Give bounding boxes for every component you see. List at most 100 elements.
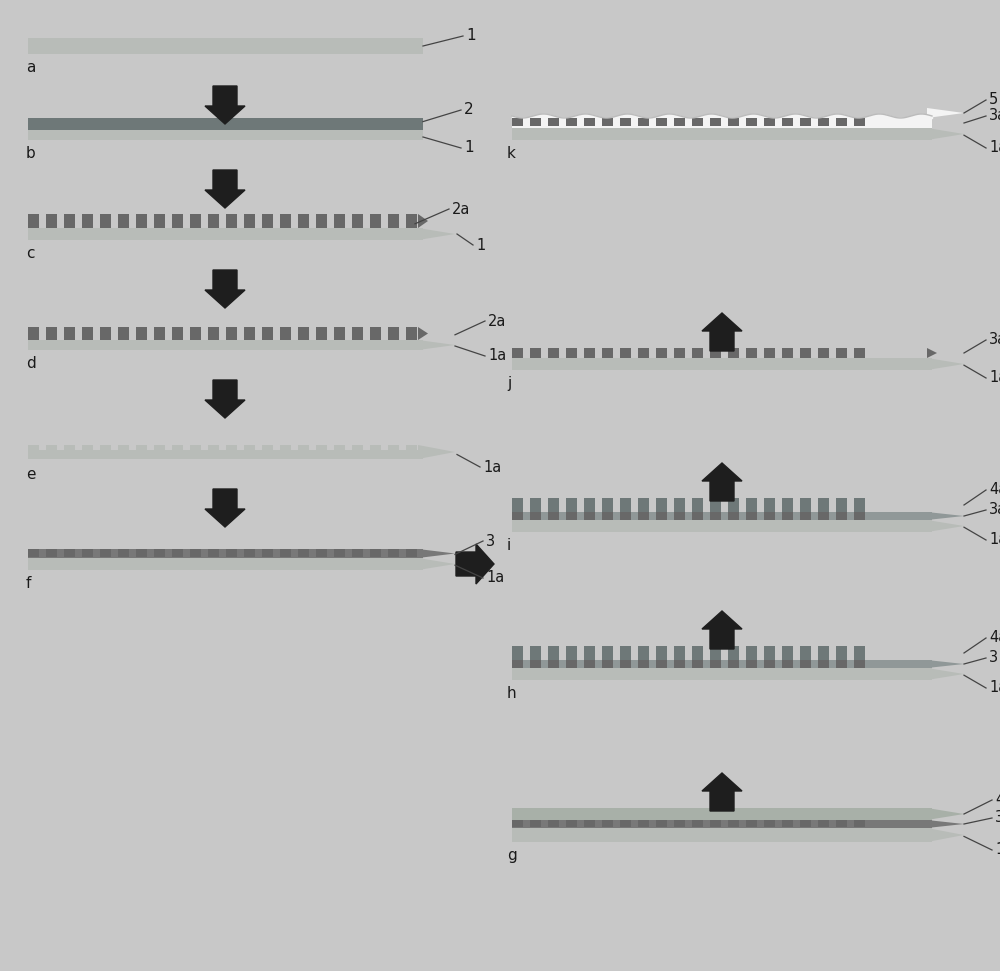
Bar	[836, 820, 847, 827]
Text: 4a: 4a	[989, 483, 1000, 497]
Bar	[800, 118, 811, 126]
Polygon shape	[927, 820, 964, 828]
Bar	[728, 660, 739, 668]
Bar	[548, 118, 559, 126]
Bar	[602, 118, 613, 126]
Bar	[262, 214, 273, 228]
Bar	[854, 348, 865, 358]
Bar	[818, 820, 829, 827]
Polygon shape	[418, 445, 455, 459]
Text: 2a: 2a	[488, 314, 506, 328]
Bar	[172, 327, 183, 340]
Text: i: i	[507, 538, 511, 553]
Bar	[692, 118, 703, 126]
Bar	[548, 498, 559, 512]
Bar	[584, 512, 595, 520]
Bar	[710, 646, 721, 660]
Bar	[710, 498, 721, 512]
Text: 4: 4	[995, 792, 1000, 808]
Polygon shape	[418, 228, 455, 240]
Bar	[154, 445, 165, 450]
Bar	[782, 820, 793, 827]
Bar	[82, 214, 93, 228]
Bar	[656, 498, 667, 512]
Bar	[602, 498, 613, 512]
Bar	[566, 660, 577, 668]
Bar	[746, 118, 757, 128]
Bar	[512, 498, 523, 512]
Bar	[836, 348, 847, 358]
Polygon shape	[927, 660, 964, 668]
Text: 1a: 1a	[995, 843, 1000, 857]
Text: 2: 2	[464, 103, 474, 117]
Text: f: f	[26, 576, 31, 591]
Bar	[692, 512, 703, 520]
Bar	[656, 660, 667, 668]
Bar	[370, 327, 381, 340]
Text: 1: 1	[466, 28, 476, 44]
Text: 1a: 1a	[488, 349, 506, 363]
Bar	[530, 512, 541, 520]
Bar	[512, 808, 932, 820]
Bar	[28, 445, 39, 450]
Bar	[388, 214, 399, 228]
Bar	[566, 512, 577, 520]
Bar	[656, 118, 667, 126]
Bar	[818, 118, 829, 128]
Bar	[154, 549, 165, 557]
Bar	[512, 828, 932, 842]
Bar	[566, 820, 577, 827]
Bar	[100, 214, 111, 228]
Bar	[334, 327, 345, 340]
Bar	[370, 445, 381, 450]
Bar	[638, 646, 649, 660]
Bar	[584, 660, 595, 668]
Bar	[172, 549, 183, 557]
Bar	[136, 549, 147, 557]
Polygon shape	[418, 327, 428, 340]
Bar	[244, 445, 255, 450]
Polygon shape	[456, 544, 494, 584]
Bar	[530, 118, 541, 128]
Bar	[566, 348, 577, 358]
Bar	[244, 214, 255, 228]
Bar	[692, 498, 703, 512]
Bar	[656, 348, 667, 358]
Bar	[28, 549, 423, 558]
Bar	[764, 512, 775, 520]
Bar	[208, 549, 219, 557]
Text: b: b	[26, 146, 36, 161]
Bar	[512, 660, 932, 668]
Bar	[82, 327, 93, 340]
Bar	[512, 646, 523, 660]
Bar	[244, 549, 255, 557]
Bar	[118, 214, 129, 228]
Bar	[548, 660, 559, 668]
Bar	[602, 348, 613, 358]
Text: 3: 3	[989, 651, 998, 665]
Bar	[782, 660, 793, 668]
Bar	[172, 445, 183, 450]
Bar	[764, 646, 775, 660]
Bar	[352, 214, 363, 228]
Text: 5: 5	[989, 92, 998, 108]
Bar	[782, 512, 793, 520]
Bar	[692, 348, 703, 358]
Bar	[746, 118, 757, 126]
Text: 1a: 1a	[989, 681, 1000, 695]
Text: 3: 3	[995, 811, 1000, 825]
Bar	[64, 549, 75, 557]
Bar	[512, 358, 932, 370]
Bar	[692, 820, 703, 827]
Bar	[512, 128, 932, 140]
Bar	[226, 327, 237, 340]
Bar	[548, 820, 559, 827]
Bar	[388, 549, 399, 557]
Polygon shape	[205, 86, 245, 124]
Bar	[352, 327, 363, 340]
Bar	[674, 498, 685, 512]
Bar	[512, 660, 523, 668]
Text: 1a: 1a	[989, 371, 1000, 385]
Bar	[602, 646, 613, 660]
Text: 1a: 1a	[483, 459, 501, 475]
